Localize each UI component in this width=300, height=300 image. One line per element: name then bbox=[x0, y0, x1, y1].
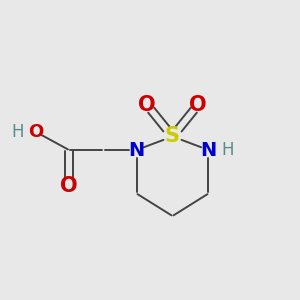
Text: N: N bbox=[128, 140, 145, 160]
Text: O: O bbox=[60, 176, 78, 196]
Text: O: O bbox=[138, 95, 156, 115]
Text: N: N bbox=[200, 140, 217, 160]
Text: H: H bbox=[222, 141, 234, 159]
Text: O: O bbox=[189, 95, 207, 115]
Text: H: H bbox=[11, 123, 24, 141]
Text: O: O bbox=[28, 123, 44, 141]
Text: S: S bbox=[165, 127, 180, 146]
